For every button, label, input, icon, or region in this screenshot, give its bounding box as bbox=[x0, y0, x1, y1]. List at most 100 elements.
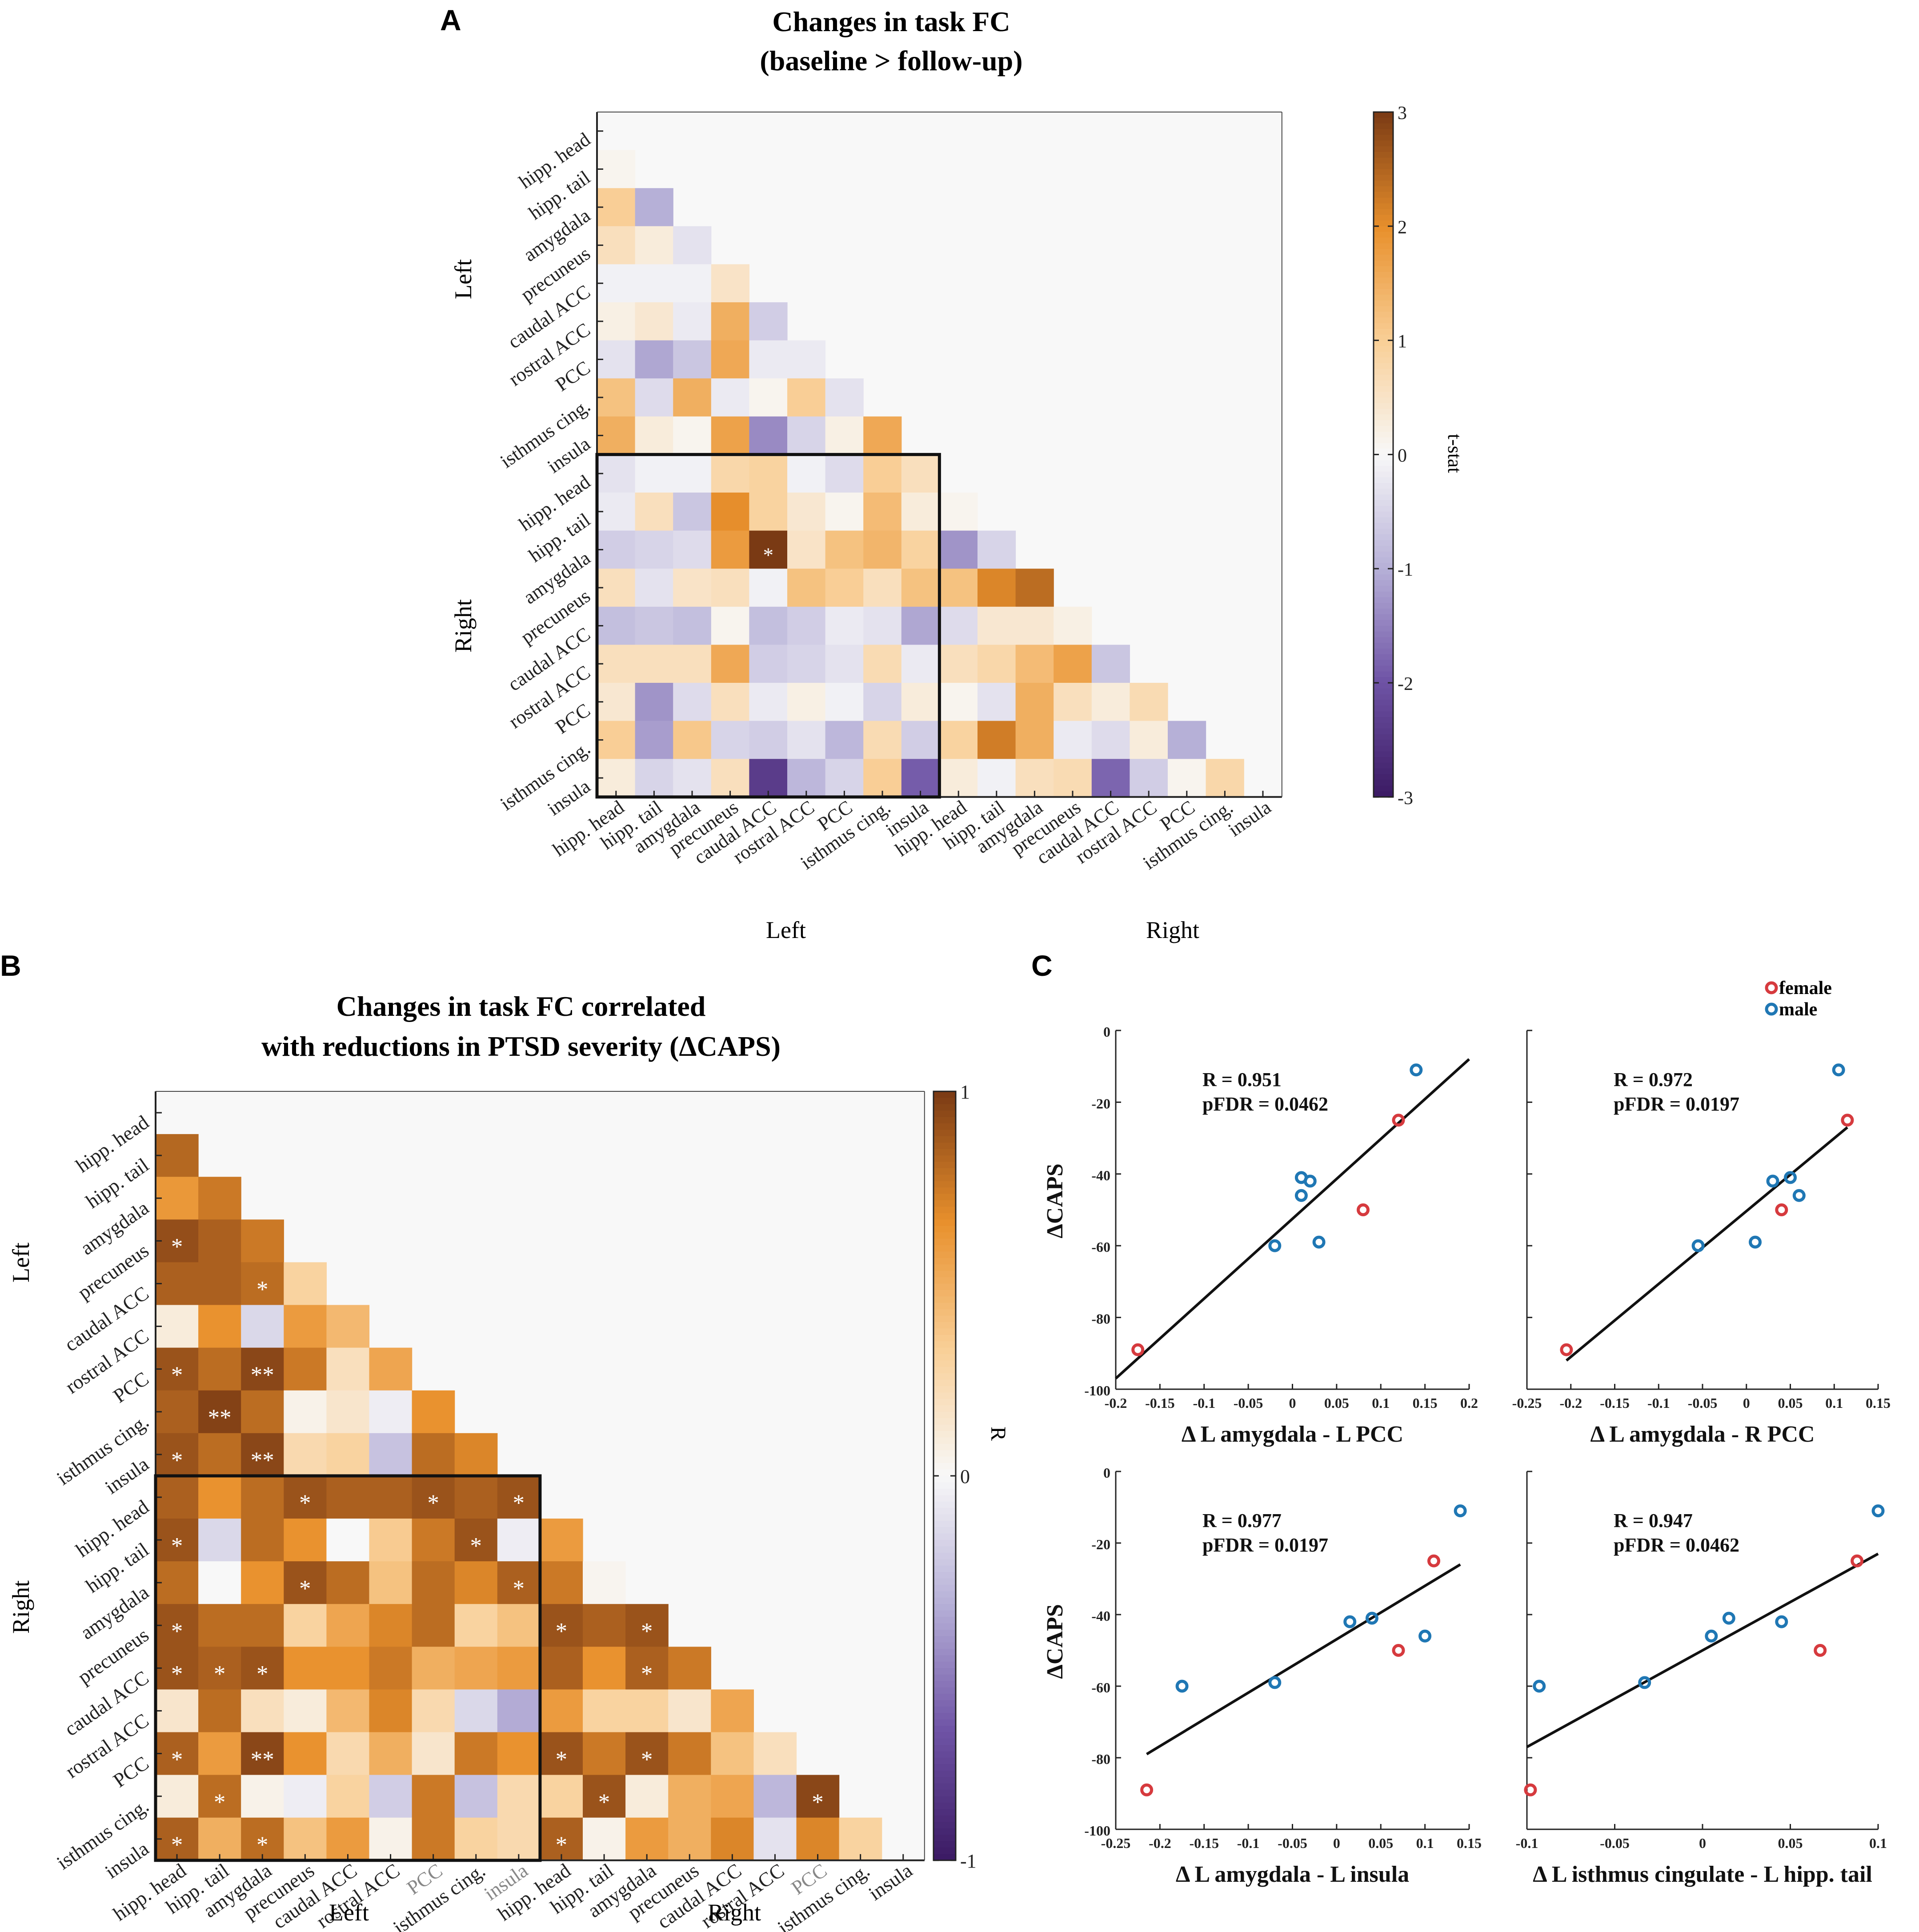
colorbar-segment bbox=[933, 1411, 956, 1419]
heatmap-cell bbox=[635, 683, 673, 721]
heatmap-cell bbox=[241, 1347, 284, 1391]
colorbar-segment bbox=[1374, 363, 1393, 369]
heatmap-cell bbox=[668, 1775, 711, 1818]
heatmap-cell bbox=[369, 1775, 413, 1818]
colorbar-segment bbox=[933, 1495, 956, 1502]
colorbar-segment bbox=[1374, 551, 1393, 558]
colorbar-tick-label: 3 bbox=[1398, 103, 1407, 124]
heatmap-cell bbox=[635, 454, 673, 493]
heatmap-cell bbox=[454, 1817, 498, 1861]
significance-asterisk: * bbox=[171, 1747, 183, 1772]
x-tick-label: 0 bbox=[1699, 1835, 1706, 1851]
heatmap-cell bbox=[711, 1817, 754, 1861]
colorbar-segment bbox=[933, 1745, 956, 1752]
panel-a-colorbar: -3 -2 -1 0 1 2 3 bbox=[1373, 103, 1413, 809]
heatmap-cell bbox=[241, 1305, 284, 1348]
colorbar-segment bbox=[933, 1540, 956, 1547]
colorbar-segment bbox=[933, 1520, 956, 1528]
colorbar-segment bbox=[1374, 603, 1393, 609]
colorbar-segment bbox=[933, 1450, 956, 1457]
heatmap-cell bbox=[241, 1732, 284, 1776]
heatmap-cell bbox=[939, 530, 978, 569]
heatmap-cell bbox=[198, 1561, 241, 1604]
colorbar-segment bbox=[933, 1264, 956, 1271]
colorbar-segment bbox=[1374, 294, 1393, 301]
panel-b-title-line1: Changes in task FC correlated bbox=[337, 990, 706, 1022]
heatmap-cell bbox=[711, 378, 749, 417]
heatmap-cell bbox=[1054, 683, 1092, 721]
heatmap-cell bbox=[711, 530, 749, 569]
colorbar-segment bbox=[1374, 762, 1393, 769]
heatmap-cell bbox=[863, 454, 902, 493]
significance-asterisk: * bbox=[556, 1619, 568, 1644]
heatmap-cell bbox=[635, 264, 673, 303]
colorbar-segment bbox=[1374, 403, 1393, 409]
heatmap-cell bbox=[540, 1604, 583, 1647]
colorbar-segment bbox=[1374, 477, 1393, 484]
heatmap-cell bbox=[597, 721, 636, 759]
significance-asterisk: * bbox=[641, 1661, 653, 1687]
heatmap-cell bbox=[326, 1519, 370, 1562]
x-tick-label: 0 bbox=[1333, 1835, 1340, 1851]
colorbar-segment bbox=[933, 1290, 956, 1297]
heatmap-cell bbox=[749, 340, 788, 379]
y-tick-label: -20 bbox=[1091, 1536, 1110, 1552]
heatmap-cell bbox=[241, 1475, 284, 1519]
colorbar-segment bbox=[1374, 346, 1393, 353]
heatmap-cell bbox=[711, 569, 749, 607]
colorbar-segment bbox=[1374, 671, 1393, 677]
colorbar-segment bbox=[1374, 129, 1393, 136]
colorbar-segment bbox=[1374, 215, 1393, 221]
colorbar-tick-label: 0 bbox=[1398, 445, 1407, 466]
heatmap-cell bbox=[673, 569, 712, 607]
colorbar-segment bbox=[933, 1098, 956, 1105]
heatmap-cell bbox=[1168, 721, 1206, 759]
colorbar-tick-label: 0 bbox=[960, 1466, 970, 1487]
heatmap-cell bbox=[1015, 606, 1054, 645]
colorbar-segment bbox=[933, 1488, 956, 1495]
heatmap-cell bbox=[597, 683, 636, 721]
legend-female-label: female bbox=[1779, 978, 1832, 998]
y-tick-label: -20 bbox=[1091, 1095, 1110, 1111]
heatmap-cell bbox=[326, 1604, 370, 1647]
panel-label-a: A bbox=[440, 4, 461, 36]
colorbar-segment bbox=[1374, 426, 1393, 432]
colorbar-segment bbox=[1374, 631, 1393, 638]
heatmap-cell bbox=[978, 569, 1016, 607]
heatmap-cell bbox=[635, 721, 673, 759]
significance-asterisk: * bbox=[171, 1234, 183, 1260]
colorbar-segment bbox=[1374, 683, 1393, 689]
heatmap-cell bbox=[540, 1817, 583, 1861]
x-tick-label: -0.15 bbox=[1145, 1395, 1175, 1411]
x-tick-label: 0.15 bbox=[1457, 1835, 1482, 1851]
colorbar-segment bbox=[1374, 654, 1393, 661]
heatmap-cell bbox=[711, 721, 749, 759]
x-tick-label: -0.15 bbox=[1600, 1395, 1630, 1411]
colorbar-segment bbox=[1374, 140, 1393, 147]
x-tick-label: 0.15 bbox=[1413, 1395, 1438, 1411]
heatmap-cell bbox=[284, 1732, 327, 1776]
x-tick-label: -0.05 bbox=[1234, 1395, 1263, 1411]
heatmap-cell bbox=[198, 1775, 241, 1818]
heatmap-cell bbox=[711, 645, 749, 683]
male-data-point bbox=[1871, 1504, 1885, 1518]
colorbar-segment bbox=[1374, 432, 1393, 438]
heatmap-cell bbox=[326, 1732, 370, 1776]
heatmap-cell bbox=[597, 530, 636, 569]
colorbar-segment bbox=[1374, 437, 1393, 444]
heatmap-cell bbox=[978, 645, 1016, 683]
heatmap-cell bbox=[198, 1647, 241, 1690]
heatmap-cell bbox=[1130, 683, 1168, 721]
colorbar-segment bbox=[933, 1841, 956, 1848]
heatmap-cell bbox=[583, 1604, 626, 1647]
heatmap-cell bbox=[540, 1519, 583, 1562]
colorbar-segment bbox=[933, 1431, 956, 1438]
heatmap-cell bbox=[156, 1347, 199, 1391]
colorbar-segment bbox=[1374, 249, 1393, 255]
colorbar-segment bbox=[933, 1783, 956, 1791]
y-tick-label: -40 bbox=[1091, 1167, 1110, 1183]
significance-asterisk: * bbox=[171, 1362, 183, 1388]
colorbar-segment bbox=[933, 1136, 956, 1143]
colorbar-segment bbox=[1374, 694, 1393, 701]
